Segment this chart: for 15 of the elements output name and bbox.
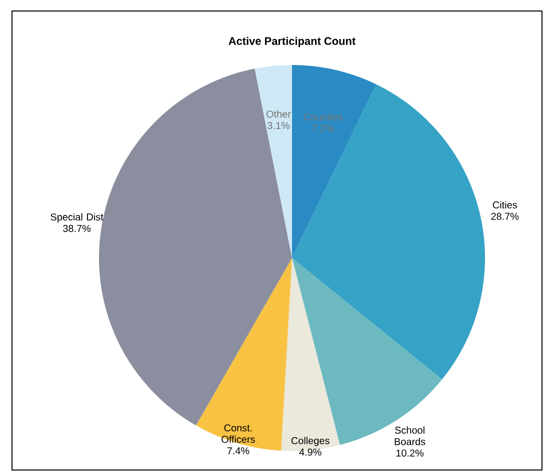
slice-label: Counties [304, 113, 342, 120]
chart-title: Active Participant Count [228, 36, 356, 48]
data-label: 28.7% [491, 212, 519, 220]
slice-label: School Boards [394, 426, 426, 446]
slice-label: Special Dist [50, 213, 104, 222]
data-label: 38.7% [63, 224, 91, 232]
data-label: 3.1% [268, 122, 290, 130]
slice-label: Colleges [291, 436, 330, 446]
slice-label: Cities [492, 201, 517, 208]
data-label: 7.4% [227, 447, 250, 454]
data-label: 10.2% [396, 450, 424, 457]
slice-label: Const. Officers [222, 424, 255, 443]
data-label: 4.9% [299, 448, 322, 456]
slice-label: Other [266, 110, 291, 118]
data-label: 7.2% [312, 124, 334, 132]
